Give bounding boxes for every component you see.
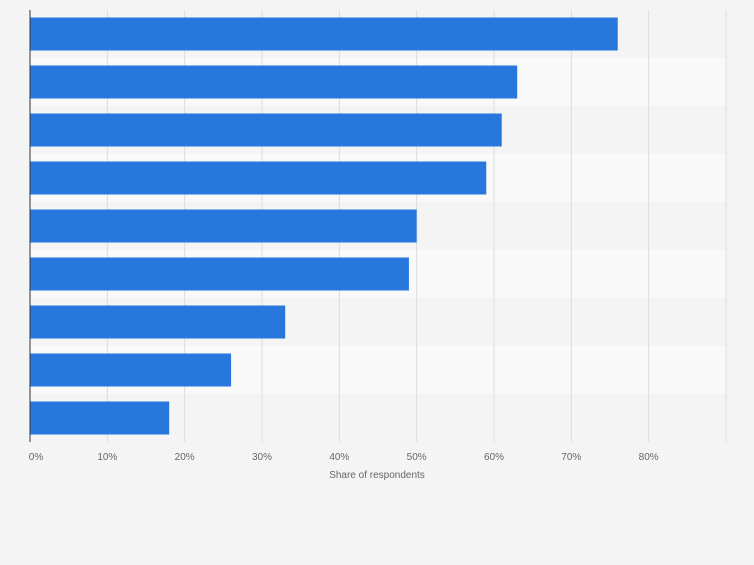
- bar: [30, 353, 232, 387]
- x-tick-label: 60%: [484, 452, 504, 463]
- x-tick-label: 50%: [407, 452, 427, 463]
- x-axis-title: Share of respondents: [329, 470, 425, 481]
- x-tick-label: 70%: [561, 452, 581, 463]
- x-tick-label: 0%: [29, 452, 44, 463]
- bar: [30, 209, 417, 243]
- bar: [30, 161, 487, 195]
- bar: [30, 257, 409, 291]
- bars: [30, 17, 618, 435]
- x-tick-labels: 0% 10% 20% 30% 40% 50% 60% 70% 80%: [29, 452, 659, 463]
- x-tick-label: 10%: [97, 452, 117, 463]
- bar: [30, 65, 518, 99]
- bar: [30, 401, 170, 435]
- x-tick-label: 40%: [329, 452, 349, 463]
- bar: [30, 305, 286, 339]
- x-tick-label: 20%: [175, 452, 195, 463]
- x-tick-label: 80%: [639, 452, 659, 463]
- x-tick-label: 30%: [252, 452, 272, 463]
- bar: [30, 17, 618, 51]
- bar: [30, 113, 502, 147]
